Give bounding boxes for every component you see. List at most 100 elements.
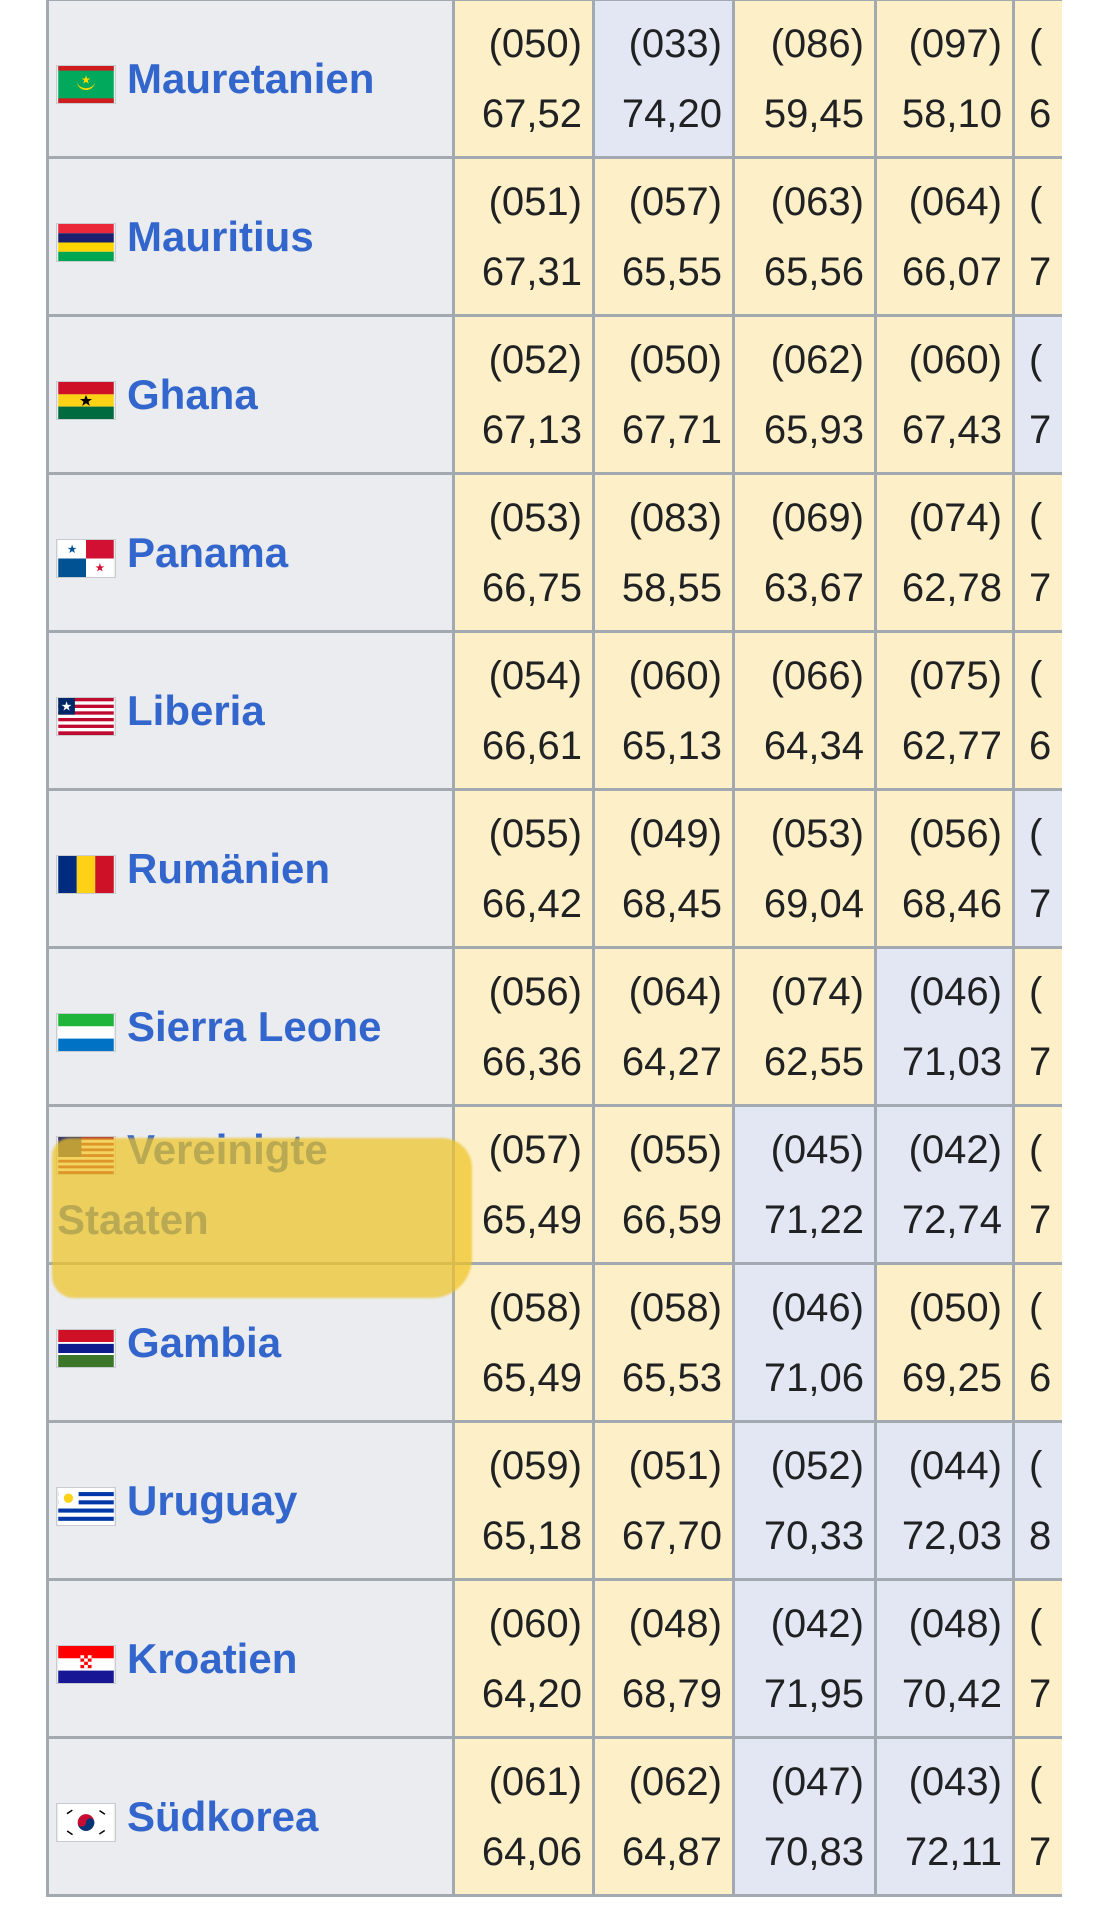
mauritania-flag-icon [57,65,115,103]
score-value: 62,77 [901,723,1002,768]
rank-value: (044) [908,1443,1002,1488]
country-cell: Ghana [46,314,455,475]
score-value: 65,13 [621,723,722,768]
rank-value: (058) [628,1285,722,1330]
country-link[interactable]: Liberia [127,686,265,734]
score-value: 67,52 [481,91,582,136]
rank-value: (062) [628,1759,722,1804]
rank-value: (043) [908,1759,1002,1804]
value-cell: (049) 68,45 [592,788,735,949]
value-cell: (7 [1012,1736,1065,1897]
rank-value: (060) [488,1601,582,1646]
score-value: 65,53 [621,1355,722,1400]
value-cell: (052) 67,13 [452,314,595,475]
value-cell: (6 [1012,0,1065,159]
value-cell: (050) 69,25 [874,1262,1015,1423]
panama-flag-icon [57,539,115,577]
value-cell: (057) 65,55 [592,156,735,317]
value-cell: (043) 72,11 [874,1736,1015,1897]
value-cell: (7 [1012,156,1065,317]
rank-value: (059) [488,1443,582,1488]
score-value: 67,43 [901,407,1002,452]
score-value: 7 [1029,407,1052,452]
country-link[interactable]: Uruguay [127,1476,298,1524]
rank-value: ( [1029,1443,1043,1488]
rank-value: ( [1029,653,1043,698]
country-link[interactable]: Panama [127,528,289,576]
rank-value: (047) [770,1759,864,1804]
rank-value: (042) [908,1127,1002,1172]
rank-value: ( [1029,21,1043,66]
rank-value: (063) [770,179,864,224]
country-link[interactable]: Mauretanien [127,54,375,102]
gambia-flag-icon [57,1329,115,1367]
rank-value: (086) [770,21,864,66]
score-value: 64,34 [763,723,864,768]
rank-value: (050) [908,1285,1002,1330]
table-row: Liberia (054) 66,61 (060) 65,13 (066) 64,34 (07… [46,630,1065,791]
rank-value: (064) [908,179,1002,224]
value-cell: (060) 64,20 [452,1578,595,1739]
mauritius-flag-icon [57,223,115,261]
score-value: 6 [1029,91,1052,136]
rank-value: ( [1029,495,1043,540]
rank-value: ( [1029,337,1043,382]
page-edge [1062,0,1110,1920]
score-value: 70,42 [901,1671,1002,1716]
score-value: 64,87 [621,1829,722,1874]
score-value: 7 [1029,881,1052,926]
score-value: 7 [1029,1039,1052,1084]
rank-value: (060) [628,653,722,698]
value-cell: (046) 71,03 [874,946,1015,1107]
south-korea-flag-icon [57,1803,115,1841]
country-link[interactable]: Ghana [127,370,258,418]
rank-value: (048) [628,1601,722,1646]
value-cell: (6 [1012,630,1065,791]
country-link[interactable]: Rumänien [127,844,331,892]
score-value: 7 [1029,249,1052,294]
value-cell: (046) 71,06 [732,1262,877,1423]
country-link[interactable]: Gambia [127,1318,282,1366]
score-value: 72,11 [904,1829,1002,1874]
score-value: 67,31 [481,249,582,294]
uruguay-flag-icon [57,1487,115,1525]
country-link[interactable]: Mauritius [127,212,314,260]
value-cell: (061) 64,06 [452,1736,595,1897]
country-ranking-table: Mauretanien (050) 67,52 (033) 74,20 (086) 59,4… [46,0,1065,1897]
country-link[interactable]: Kroatien [127,1634,298,1682]
rank-value: (056) [908,811,1002,856]
value-cell: (059) 65,18 [452,1420,595,1581]
rank-value: (066) [770,653,864,698]
rank-value: (053) [488,495,582,540]
score-value: 72,03 [901,1513,1002,1558]
value-cell: (051) 67,31 [452,156,595,317]
rank-value: (060) [908,337,1002,382]
country-cell: Mauritius [46,156,455,317]
value-cell: (075) 62,77 [874,630,1015,791]
croatia-flag-icon [57,1645,115,1683]
rank-value: (061) [488,1759,582,1804]
score-value: 64,06 [481,1829,582,1874]
rank-value: ( [1029,1285,1043,1330]
table-row: Mauritius (051) 67,31 (057) 65,55 (063) 65,56(… [46,156,1065,317]
rank-value: (075) [908,653,1002,698]
rank-value: (062) [770,337,864,382]
country-link[interactable]: Sierra Leone [127,1002,382,1050]
rank-value: ( [1029,969,1043,1014]
score-value: 66,75 [481,565,582,610]
country-cell: Panama [46,472,455,633]
value-cell: (086) 59,45 [732,0,877,159]
rank-value: (053) [770,811,864,856]
score-value: 64,27 [621,1039,722,1084]
rank-value: (051) [628,1443,722,1488]
score-value: 69,04 [763,881,864,926]
value-cell: (042) 72,74 [874,1104,1015,1265]
country-cell: Gambia [46,1262,455,1423]
score-value: 62,78 [901,565,1002,610]
value-cell: (048) 68,79 [592,1578,735,1739]
value-cell: (033) 74,20 [592,0,735,159]
score-value: 7 [1029,1671,1052,1716]
country-link[interactable]: Südkorea [127,1792,319,1840]
rank-value: (074) [908,495,1002,540]
value-cell: (074) 62,55 [732,946,877,1107]
